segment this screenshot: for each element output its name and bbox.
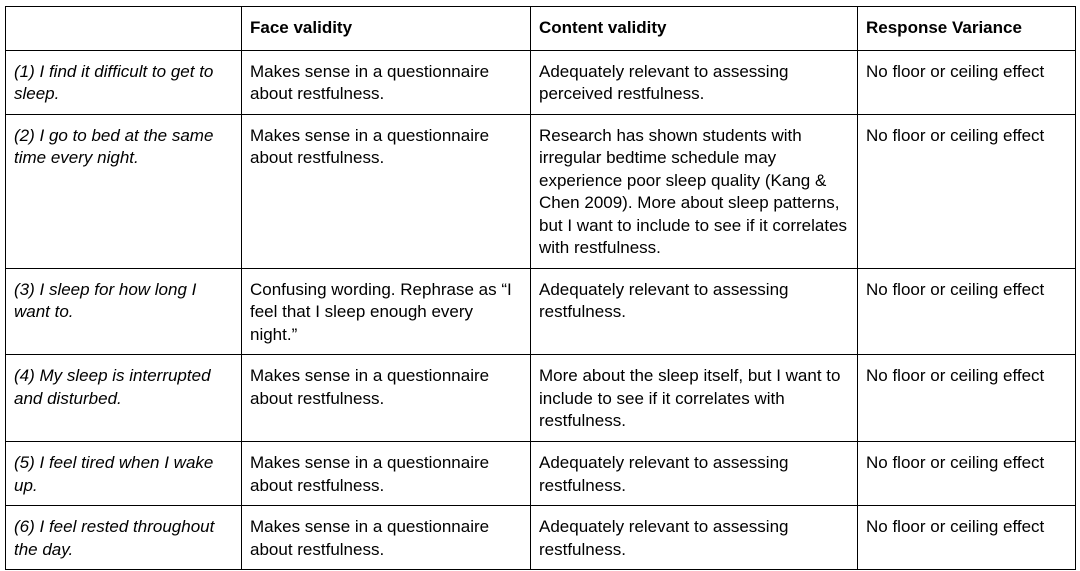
header-item xyxy=(5,6,242,51)
item-cell: (5) I feel tired when I wake up. xyxy=(5,441,242,506)
face-validity-cell: Makes sense in a questionnaire about res… xyxy=(241,49,531,115)
header-content-validity: Content validity xyxy=(530,6,858,51)
content-validity-cell: Adequately relevant to assessing restful… xyxy=(530,267,858,355)
table-row: (2) I go to bed at the same time every n… xyxy=(5,113,1076,269)
table-row: (1) I find it difficult to get to sleep.… xyxy=(5,49,1076,115)
table-row: (4) My sleep is interrupted and disturbe… xyxy=(5,354,1076,442)
face-validity-cell: Makes sense in a questionnaire about res… xyxy=(241,354,531,442)
table-row: (3) I sleep for how long I want to. Conf… xyxy=(5,267,1076,355)
response-variance-cell: No floor or ceiling effect xyxy=(857,267,1076,355)
item-cell: (3) I sleep for how long I want to. xyxy=(5,267,242,355)
item-cell: (6) I feel rested throughout the day. xyxy=(5,505,242,570)
header-response-variance: Response Variance xyxy=(857,6,1076,51)
response-variance-cell: No floor or ceiling effect xyxy=(857,505,1076,570)
response-variance-cell: No floor or ceiling effect xyxy=(857,354,1076,442)
response-variance-cell: No floor or ceiling effect xyxy=(857,49,1076,115)
face-validity-cell: Confusing wording. Rephrase as “I feel t… xyxy=(241,267,531,355)
face-validity-cell: Makes sense in a questionnaire about res… xyxy=(241,505,531,570)
face-validity-cell: Makes sense in a questionnaire about res… xyxy=(241,441,531,506)
item-cell: (4) My sleep is interrupted and disturbe… xyxy=(5,354,242,442)
response-variance-cell: No floor or ceiling effect xyxy=(857,113,1076,269)
item-cell: (2) I go to bed at the same time every n… xyxy=(5,113,242,269)
header-face-validity: Face validity xyxy=(241,6,531,51)
content-validity-cell: Adequately relevant to assessing perceiv… xyxy=(530,49,858,115)
table-row: (5) I feel tired when I wake up. Makes s… xyxy=(5,441,1076,506)
face-validity-cell: Makes sense in a questionnaire about res… xyxy=(241,113,531,269)
table-row: (6) I feel rested throughout the day. Ma… xyxy=(5,505,1076,570)
content-validity-cell: Research has shown students with irregul… xyxy=(530,113,858,269)
validity-table: Face validity Content validity Response … xyxy=(5,6,1076,570)
content-validity-cell: More about the sleep itself, but I want … xyxy=(530,354,858,442)
item-cell: (1) I find it difficult to get to sleep. xyxy=(5,49,242,115)
content-validity-cell: Adequately relevant to assessing restful… xyxy=(530,505,858,570)
header-row: Face validity Content validity Response … xyxy=(5,6,1076,51)
content-validity-cell: Adequately relevant to assessing restful… xyxy=(530,441,858,506)
response-variance-cell: No floor or ceiling effect xyxy=(857,441,1076,506)
